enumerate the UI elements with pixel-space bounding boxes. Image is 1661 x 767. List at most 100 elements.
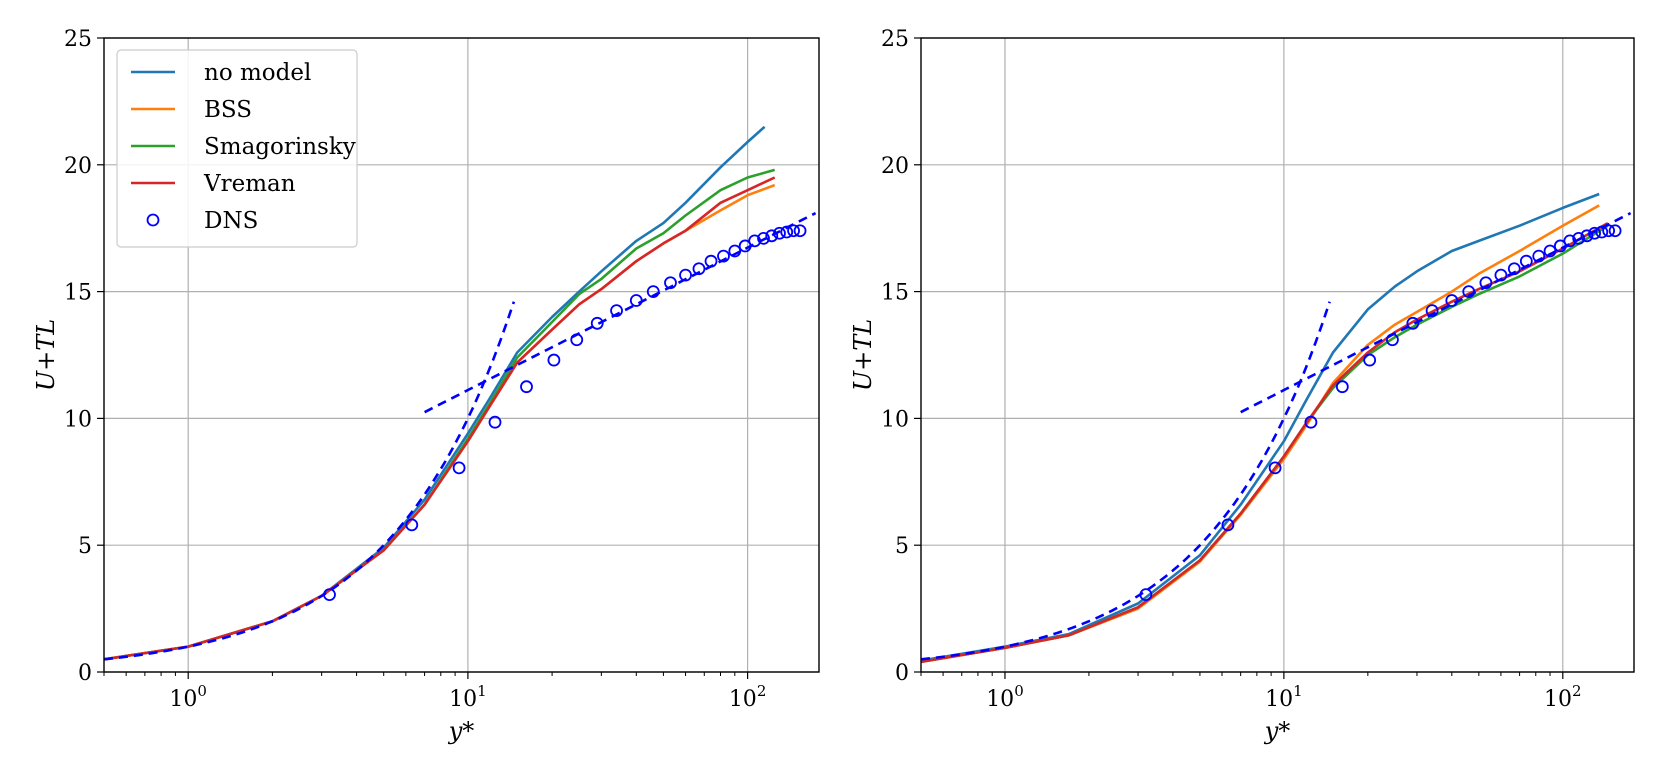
dns-point	[679, 268, 692, 282]
y-axis-label: U+TL	[849, 319, 877, 391]
x-tick-exponent: 0	[197, 682, 207, 700]
dns-point	[1580, 229, 1594, 243]
legend-label: Smagorinsky	[204, 134, 356, 160]
plot-area	[104, 125, 817, 661]
dns-point	[692, 262, 706, 276]
x-tick-label: 100	[986, 682, 1024, 712]
y-tick-label: 20	[881, 154, 909, 179]
dns-point	[646, 285, 660, 299]
legend-label: BSS	[204, 97, 252, 123]
x-tick-label: 102	[729, 682, 767, 712]
dns-point	[452, 461, 466, 475]
dns-point	[1304, 415, 1318, 429]
dns-point	[1608, 224, 1622, 238]
x-tick-exponent: 1	[477, 682, 487, 700]
y-axis-label: U+TL	[32, 319, 60, 391]
x-tick-base: 10	[449, 687, 477, 712]
dns-point	[748, 234, 762, 248]
y-tick-label: 5	[895, 534, 909, 559]
dns-point	[323, 588, 336, 602]
dns-point	[1479, 276, 1493, 290]
y-tick-label: 0	[78, 661, 92, 686]
dns-point	[765, 229, 779, 243]
dns-point	[1363, 353, 1377, 367]
dns-point	[1462, 285, 1476, 299]
dns-point	[629, 294, 643, 307]
dns-point	[1139, 588, 1153, 602]
dns-point	[704, 254, 718, 268]
x-tick-exponent: 0	[1014, 682, 1024, 700]
y-tick-label: 20	[64, 154, 92, 179]
dns-point	[1507, 262, 1521, 276]
legend-label: DNS	[204, 208, 258, 234]
dns-point	[1532, 249, 1546, 263]
dns-point	[1553, 239, 1567, 253]
dns-point	[1221, 518, 1235, 532]
dns-point	[1563, 234, 1577, 248]
dns-point	[1335, 380, 1349, 394]
series-line-no-model	[921, 192, 1600, 662]
plot-area	[921, 192, 1632, 664]
dns-point	[738, 239, 752, 253]
dns-point	[793, 224, 807, 238]
dns-point	[1445, 294, 1459, 307]
dns-point	[610, 304, 623, 318]
x-tick-base: 10	[1544, 687, 1572, 712]
legend-box	[116, 49, 358, 248]
dns-point	[1268, 461, 1282, 475]
x-tick-base: 10	[1265, 687, 1293, 712]
dns-point	[717, 249, 730, 263]
x-tick-label: 101	[1265, 682, 1303, 712]
x-axis-label: y*	[1264, 717, 1291, 745]
dns-point	[757, 231, 770, 245]
y-tick-label: 25	[64, 27, 92, 52]
dns-point	[1519, 254, 1533, 268]
y-tick-label: 15	[64, 281, 92, 306]
x-tick-exponent: 1	[1293, 682, 1303, 700]
x-axis-label: y*	[448, 717, 475, 745]
viscous-law-line	[104, 301, 516, 661]
dns-point	[570, 333, 584, 347]
legend-label: no model	[204, 60, 311, 86]
dns-point	[780, 225, 794, 239]
dns-point	[787, 224, 800, 238]
y-tick-label: 25	[881, 27, 909, 52]
plot-frame	[920, 37, 1635, 673]
y-tick-label: 0	[895, 661, 909, 686]
dns-point	[773, 226, 786, 240]
dns-point	[1494, 268, 1508, 282]
legend-label: Vreman	[203, 171, 296, 197]
dns-point	[728, 244, 742, 258]
dns-point	[1425, 304, 1439, 318]
x-tick-exponent: 2	[1572, 682, 1582, 700]
dns-point	[1588, 226, 1601, 240]
dns-point	[1595, 225, 1609, 239]
dns-point	[590, 316, 604, 330]
dns-point	[547, 353, 561, 367]
x-tick-base: 10	[986, 687, 1014, 712]
viscous-law-line	[921, 301, 1331, 661]
x-tick-label: 102	[1544, 682, 1582, 712]
x-tick-exponent: 2	[757, 682, 767, 700]
dns-point	[1406, 316, 1420, 330]
y-tick-label: 10	[881, 407, 909, 432]
dns-point	[664, 276, 677, 290]
y-tick-label: 10	[64, 407, 92, 432]
y-tick-label: 5	[78, 534, 92, 559]
x-tick-base: 10	[729, 687, 757, 712]
dns-point	[1572, 231, 1586, 245]
legend-marker	[146, 213, 160, 227]
x-tick-label: 101	[449, 682, 487, 712]
plot-frame	[103, 37, 820, 673]
dns-point	[405, 518, 419, 532]
series-line-bss	[104, 183, 776, 661]
dns-point	[488, 415, 502, 429]
x-tick-label: 100	[169, 682, 207, 712]
series-line-vreman	[104, 176, 776, 661]
legend: no model BSS Smagorinsky Vreman DNS	[116, 49, 358, 248]
dns-point	[1543, 244, 1557, 258]
x-tick-base: 10	[169, 687, 197, 712]
